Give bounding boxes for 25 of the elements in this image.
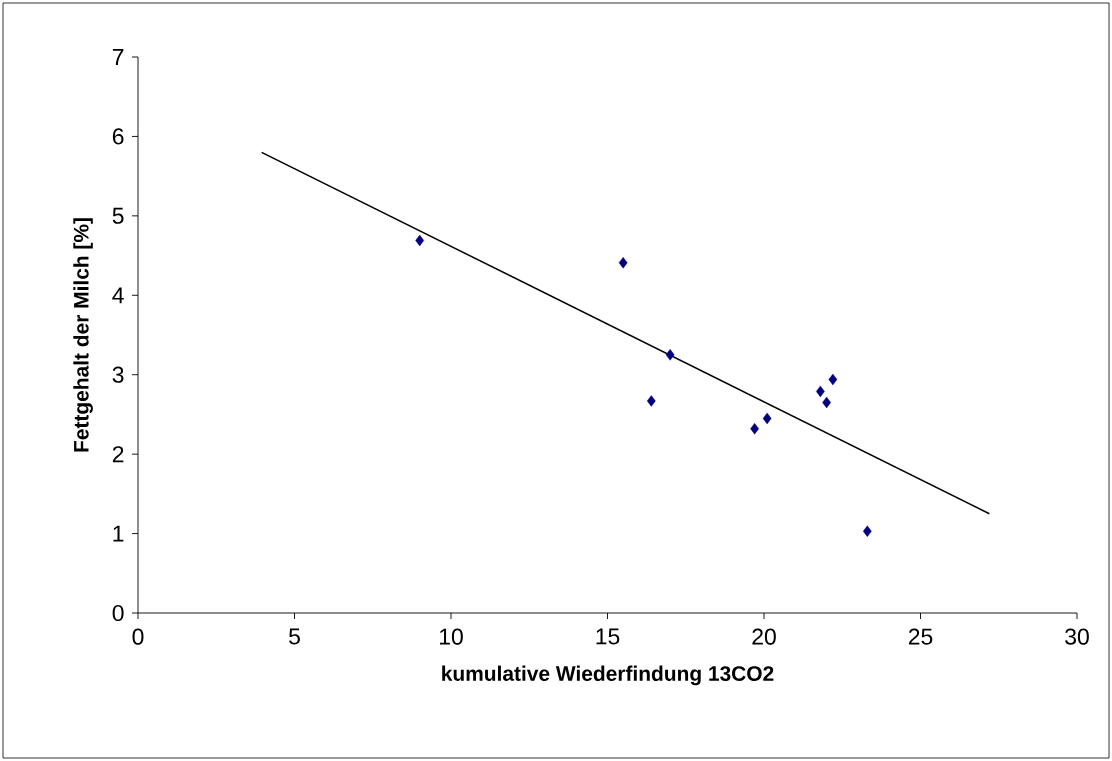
point bbox=[750, 423, 759, 435]
point bbox=[762, 412, 772, 425]
point bbox=[618, 257, 628, 269]
x-tick-label: 0 bbox=[132, 628, 144, 645]
y-tick-label: 5 bbox=[112, 207, 124, 224]
x-tick-label: 10 bbox=[440, 628, 463, 645]
x-tick-label: 30 bbox=[1065, 628, 1089, 645]
x-tick-label: 15 bbox=[596, 628, 620, 645]
y-tick-label: 4 bbox=[112, 287, 124, 304]
y-tick-label: 6 bbox=[112, 128, 124, 145]
point bbox=[862, 525, 872, 537]
point bbox=[828, 373, 838, 386]
y-tick-label: 1 bbox=[113, 525, 124, 542]
point bbox=[415, 234, 425, 247]
y-tick-label: 7 bbox=[112, 49, 124, 65]
y-tick-label: 3 bbox=[112, 366, 124, 383]
y-axis-title: Fettgehalt der Milch [%] bbox=[73, 218, 93, 452]
point bbox=[665, 349, 675, 361]
x-tick-label: 5 bbox=[289, 628, 300, 645]
x-axis-title: kumulative Wiederfindung 13CO2 bbox=[442, 665, 774, 686]
x-tick-label: 20 bbox=[752, 628, 776, 645]
y-tick-label: 0 bbox=[112, 604, 124, 622]
x-tick-label: 25 bbox=[908, 628, 933, 645]
point bbox=[647, 395, 656, 407]
y-tick-label: 2 bbox=[112, 446, 124, 463]
